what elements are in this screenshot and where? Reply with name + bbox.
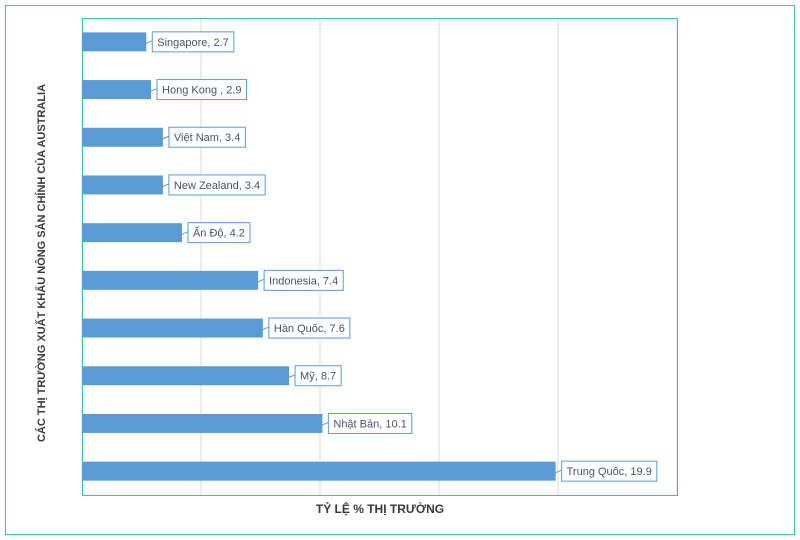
label-box (168, 126, 246, 148)
bar (82, 127, 163, 147)
data-label: Singapore, 2.7 (157, 37, 229, 49)
data-label: New Zealand, 3.4 (174, 180, 260, 192)
bar (82, 223, 182, 243)
label-box (561, 460, 658, 482)
label-callout (156, 183, 170, 190)
label-box (263, 269, 344, 291)
label-callout (282, 374, 296, 381)
x-axis-title: TỶ LỆ % THỊ TRƯỜNG (316, 501, 444, 516)
plot-border (82, 18, 678, 496)
data-label: Việt Nam, 3.4 (174, 132, 240, 144)
label-callout (175, 231, 189, 238)
bar (82, 461, 556, 481)
label-callout (144, 88, 158, 95)
data-label: Nhật Bản, 10.1 (333, 418, 406, 430)
label-box (268, 317, 351, 339)
bar (82, 32, 147, 52)
label-box (294, 365, 342, 387)
data-label: Mỹ, 8.7 (300, 371, 336, 383)
label-callout (140, 40, 153, 47)
label-box (151, 31, 235, 53)
label-callout (256, 326, 270, 333)
bar (82, 366, 290, 386)
data-label: Ấn Độ, 4.2 (193, 227, 245, 240)
bar (82, 413, 323, 433)
label-callout (549, 469, 562, 476)
label-box (168, 174, 266, 196)
data-label: Hàn Quốc, 7.6 (274, 323, 345, 335)
label-callout (316, 421, 329, 428)
bar (82, 270, 259, 290)
label-box (187, 222, 251, 244)
label-callout (251, 278, 265, 285)
label-box (156, 79, 248, 101)
bar (82, 318, 263, 338)
bar (82, 80, 152, 100)
data-label: Indonesia, 7.4 (269, 275, 338, 287)
data-label: Trung Quốc, 19.9 (567, 466, 652, 478)
bar (82, 175, 163, 195)
y-axis-title: CÁC THỊ TRƯỜNG XUẤT KHẨU NÔNG SẢN CHÍNH … (35, 84, 48, 442)
label-box (327, 412, 413, 434)
data-label: Hong Kong , 2.9 (162, 84, 242, 96)
label-callout (156, 135, 170, 142)
